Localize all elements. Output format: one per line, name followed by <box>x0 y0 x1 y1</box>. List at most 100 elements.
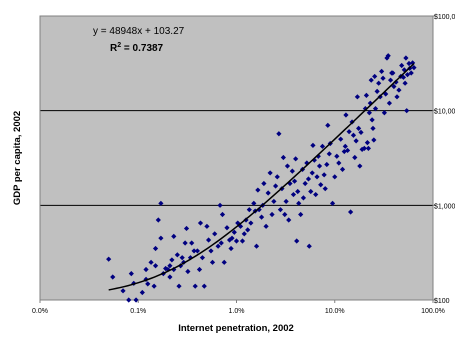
y-axis-ticks: $100 $1,000 $10,000 $100,000 <box>433 14 455 305</box>
data-point <box>344 147 351 154</box>
y-tick-label: $100 <box>434 298 450 305</box>
data-point <box>394 94 400 100</box>
r-squared-exponent: 2 <box>117 42 121 49</box>
data-point <box>245 227 251 233</box>
data-point <box>393 79 399 85</box>
data-point <box>251 200 257 206</box>
data-point <box>126 297 132 303</box>
data-point <box>339 166 346 172</box>
data-point <box>194 248 201 254</box>
data-point <box>376 80 382 86</box>
data-point <box>167 263 173 269</box>
data-point <box>400 74 407 80</box>
data-point <box>169 257 175 263</box>
data-point <box>295 188 301 195</box>
data-point <box>296 200 302 206</box>
data-point <box>336 160 342 166</box>
data-point <box>271 198 277 205</box>
data-point <box>302 180 308 187</box>
gridlines <box>40 110 433 206</box>
data-point <box>269 211 275 218</box>
data-point <box>191 248 197 254</box>
data-point <box>204 223 210 229</box>
data-point <box>402 80 408 86</box>
data-point <box>167 274 173 280</box>
data-point <box>282 211 288 218</box>
data-point <box>218 240 224 246</box>
data-point <box>401 67 407 73</box>
data-point <box>358 129 364 135</box>
data-point <box>110 274 116 280</box>
data-point <box>399 62 405 69</box>
data-point <box>276 131 282 137</box>
data-point <box>133 297 139 303</box>
data-point <box>294 238 300 244</box>
data-point <box>342 143 348 149</box>
y-tick-label: $10,000 <box>434 109 455 116</box>
data-point <box>248 220 254 226</box>
data-point <box>277 207 284 213</box>
data-point <box>343 112 349 118</box>
data-point <box>359 146 365 152</box>
data-point <box>367 100 373 106</box>
data-point <box>353 138 359 144</box>
data-point <box>371 137 377 143</box>
data-point <box>151 283 157 289</box>
data-point <box>217 202 223 208</box>
data-point <box>314 174 320 180</box>
data-point <box>176 283 182 289</box>
data-point <box>329 200 336 206</box>
data-point <box>319 143 326 149</box>
data-point <box>404 72 411 78</box>
data-point <box>241 231 247 237</box>
data-point <box>321 172 327 178</box>
trendline <box>108 63 415 291</box>
data-point <box>306 243 312 249</box>
data-point <box>274 174 280 180</box>
x-tick-label: 100.0% <box>421 308 445 315</box>
data-point <box>372 73 378 80</box>
data-point <box>403 55 409 61</box>
data-point <box>158 235 164 241</box>
data-point <box>308 188 314 195</box>
data-point <box>261 180 267 187</box>
data-point <box>365 145 371 151</box>
data-point <box>352 154 358 161</box>
data-point <box>280 154 286 161</box>
data-point <box>289 168 295 174</box>
data-point <box>364 139 371 146</box>
data-point <box>148 259 154 265</box>
data-point <box>139 289 145 296</box>
data-point <box>338 136 344 142</box>
data-point <box>334 153 340 159</box>
data-point <box>286 217 292 223</box>
data-point <box>215 243 221 249</box>
data-point <box>239 238 246 244</box>
data-point <box>304 160 310 166</box>
r-squared-value: = 0.7387 <box>121 43 163 54</box>
plot-area <box>40 16 433 300</box>
data-point <box>205 237 212 243</box>
r-squared-symbol: R <box>110 43 118 54</box>
data-point <box>309 170 315 176</box>
data-point <box>291 178 298 184</box>
data-point <box>366 110 372 116</box>
data-point <box>361 145 367 151</box>
data-point <box>348 209 354 215</box>
data-point <box>263 223 269 229</box>
data-point <box>155 217 161 223</box>
data-point <box>332 174 338 180</box>
data-point <box>318 182 324 188</box>
data-point <box>258 214 265 220</box>
data-point <box>178 263 184 269</box>
data-point <box>396 87 402 93</box>
y-tick-label: $100,000 <box>434 14 455 21</box>
data-point <box>298 211 304 218</box>
trendline-equation: y = 48948x + 103.27 <box>93 26 185 37</box>
data-point <box>379 68 385 74</box>
data-point <box>293 156 299 162</box>
data-point <box>370 125 376 131</box>
data-point <box>265 190 271 196</box>
data-point <box>354 94 360 100</box>
